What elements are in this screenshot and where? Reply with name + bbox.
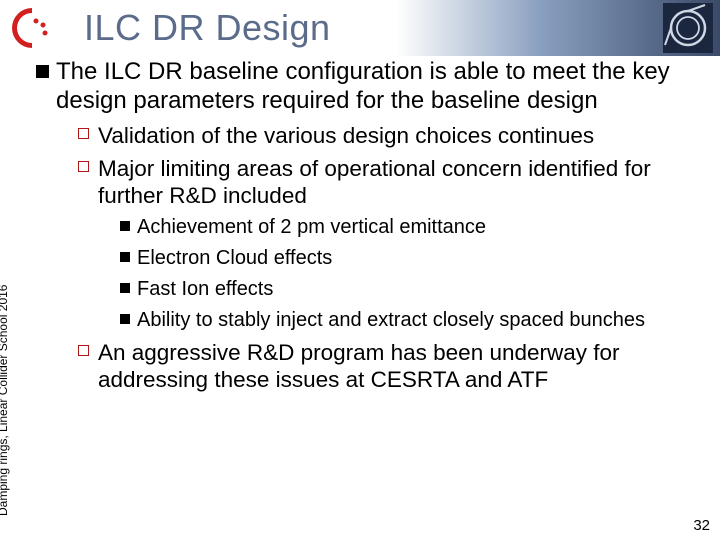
bullet-level2: Major limiting areas of operational conc… [78, 155, 708, 209]
bullet-text: Fast Ion effects [137, 277, 273, 302]
open-square-bullet-icon [78, 122, 98, 149]
bullet-level3: Fast Ion effects [120, 277, 708, 302]
bullet-level1: The ILC DR baseline configuration is abl… [36, 58, 708, 116]
square-bullet-small-icon [120, 308, 137, 333]
cern-logo-icon [663, 3, 713, 53]
bullet-text: Achievement of 2 pm vertical emittance [137, 215, 486, 240]
bullet-level3: Ability to stably inject and extract clo… [120, 308, 708, 333]
slide-title: ILC DR Design [60, 7, 660, 49]
open-square-bullet-icon [78, 155, 98, 209]
bullet-level3: Achievement of 2 pm vertical emittance [120, 215, 708, 240]
bullet-level2: An aggressive R&D program has been under… [78, 339, 708, 393]
bullet-level3: Electron Cloud effects [120, 246, 708, 271]
bullet-text: The ILC DR baseline configuration is abl… [56, 58, 708, 116]
slide: ILC DR Design The ILC DR baseline config… [0, 0, 720, 540]
bullet-level2: Validation of the various design choices… [78, 122, 708, 149]
square-bullet-small-icon [120, 246, 137, 271]
page-number: 32 [693, 517, 710, 534]
bullet-text: Major limiting areas of operational conc… [98, 155, 708, 209]
title-bar: ILC DR Design [0, 0, 720, 56]
logo-left [4, 0, 60, 56]
square-bullet-icon [36, 58, 56, 116]
bullet-text: Ability to stably inject and extract clo… [137, 308, 645, 333]
open-square-bullet-icon [78, 339, 98, 393]
content-area: The ILC DR baseline configuration is abl… [36, 58, 708, 516]
bullet-text: Electron Cloud effects [137, 246, 332, 271]
square-bullet-small-icon [120, 215, 137, 240]
bullet-text: An aggressive R&D program has been under… [98, 339, 708, 393]
bullet-text: Validation of the various design choices… [98, 122, 594, 149]
square-bullet-small-icon [120, 277, 137, 302]
c-logo-icon [7, 3, 57, 53]
sidebar-caption: Damping rings, Linear Collider School 20… [0, 285, 10, 516]
logo-right [660, 0, 716, 56]
